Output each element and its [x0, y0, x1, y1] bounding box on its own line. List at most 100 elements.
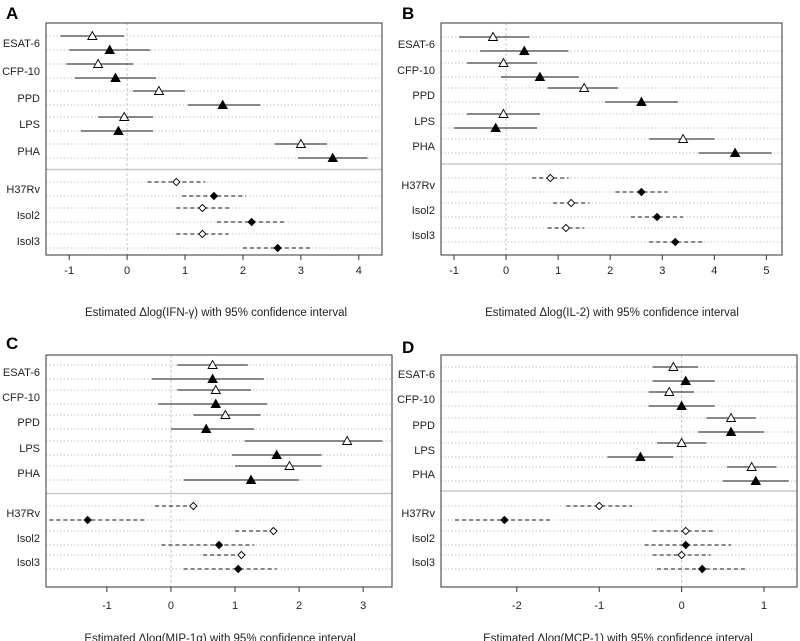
- point-open-triangle: [284, 460, 295, 470]
- point-open-diamond: [198, 203, 207, 213]
- point-filled-diamond: [214, 540, 224, 550]
- row-label: Isol2: [17, 210, 40, 222]
- x-tick-label: 1: [232, 600, 238, 612]
- point-open-diamond: [566, 198, 576, 208]
- point-filled-diamond: [500, 515, 509, 525]
- point-open-triangle: [207, 359, 218, 369]
- point-filled-diamond: [637, 187, 646, 197]
- x-tick-label: 1: [182, 265, 188, 277]
- point-open-triangle: [210, 384, 222, 394]
- point-filled-triangle: [534, 71, 546, 81]
- point-filled-diamond: [681, 540, 690, 550]
- point-filled-triangle: [210, 398, 222, 408]
- point-open-diamond: [594, 501, 604, 511]
- row-label: Isol2: [412, 533, 435, 545]
- row-label: PHA: [412, 141, 435, 153]
- plot-frame: [440, 22, 783, 256]
- point-filled-diamond: [273, 243, 282, 253]
- point-filled-triangle: [635, 451, 646, 461]
- point-filled-triangle: [200, 423, 212, 433]
- x-tick-label: 4: [711, 265, 717, 277]
- row-label: LPS: [19, 443, 40, 455]
- point-open-triangle: [676, 437, 687, 447]
- x-tick-label: 3: [659, 265, 665, 277]
- point-open-diamond: [546, 173, 555, 183]
- row-label: CFP-10: [397, 394, 435, 406]
- point-filled-diamond: [697, 564, 707, 574]
- point-open-triangle: [498, 108, 509, 118]
- point-filled-triangle: [519, 45, 530, 55]
- row-label: H37Rv: [401, 180, 435, 192]
- x-tick-label: 0: [679, 600, 685, 612]
- row-label: ESAT-6: [398, 39, 435, 51]
- point-filled-triangle: [104, 44, 115, 54]
- point-filled-triangle: [207, 373, 218, 383]
- row-label: LPS: [414, 116, 435, 128]
- row-label: CFP-10: [397, 65, 435, 77]
- panel-label-c: C: [6, 334, 18, 353]
- row-label: CFP-10: [2, 66, 40, 78]
- panel-b: ESAT-6 CFP-10 PPD LPS PHA H37Rv Isol2 Isol3 -1 0 1…: [397, 22, 783, 319]
- point-filled-triangle: [729, 147, 741, 157]
- point-open-triangle: [677, 133, 689, 143]
- point-open-triangle: [87, 30, 98, 40]
- row-label: Isol3: [412, 230, 435, 242]
- panel-label-b: B: [402, 4, 414, 23]
- point-filled-triangle: [725, 426, 737, 436]
- point-filled-triangle: [327, 152, 339, 162]
- point-filled-diamond: [83, 515, 92, 525]
- row-label: H37Rv: [6, 184, 40, 196]
- point-open-triangle: [118, 111, 130, 121]
- x-tick-label: 1: [761, 600, 767, 612]
- panel-label-a: A: [6, 4, 18, 23]
- x-tick-label: 3: [298, 265, 304, 277]
- point-filled-triangle: [245, 474, 257, 484]
- point-open-triangle: [295, 138, 307, 148]
- x-axis-title: Estimated Δlog(MCP-1) with 95% confidenc…: [483, 633, 753, 641]
- row-label: PHA: [412, 469, 435, 481]
- point-filled-triangle: [113, 125, 124, 135]
- point-filled-diamond: [233, 564, 243, 574]
- x-tick-label: 1: [555, 265, 561, 277]
- point-open-triangle: [92, 58, 104, 68]
- point-filled-diamond: [671, 237, 680, 247]
- row-label: Isol3: [412, 557, 435, 569]
- x-axis-title: Estimated Δlog(MIP-1α) with 95% confiden…: [84, 633, 355, 641]
- row-label: Isol3: [17, 557, 40, 569]
- point-filled-triangle: [636, 96, 647, 106]
- row-label: CFP-10: [2, 392, 40, 404]
- point-open-triangle: [725, 412, 737, 422]
- plot-frame: [45, 22, 383, 256]
- row-label: LPS: [19, 119, 40, 131]
- x-tick-label: 5: [763, 265, 769, 277]
- row-label: PPD: [412, 90, 435, 102]
- point-open-triangle: [341, 435, 353, 445]
- row-label: PHA: [17, 468, 40, 480]
- plot-frame: [45, 354, 393, 588]
- point-open-triangle: [220, 409, 231, 419]
- point-open-triangle: [578, 82, 590, 92]
- point-open-triangle: [746, 461, 757, 471]
- x-tick-label: 4: [356, 265, 362, 277]
- point-filled-triangle: [271, 449, 282, 459]
- row-label: H37Rv: [401, 508, 435, 520]
- point-open-diamond: [198, 229, 207, 239]
- point-open-triangle: [153, 85, 165, 95]
- x-tick-label: -1: [449, 265, 459, 277]
- point-open-diamond: [677, 550, 686, 560]
- point-open-triangle: [487, 31, 499, 41]
- point-open-diamond: [237, 550, 246, 560]
- panel-a: ESAT-6 CFP-10 PPD LPS PHA H37Rv Isol2 Isol3 -1 0 1…: [2, 22, 383, 319]
- point-open-triangle: [498, 57, 509, 67]
- x-tick-label: -1: [102, 600, 112, 612]
- panel-d: ESAT-6 CFP-10 PPD LPS PHA H37Rv Isol2 Isol3 -2 -1…: [397, 354, 798, 641]
- point-open-diamond: [561, 223, 571, 233]
- point-filled-triangle: [750, 475, 762, 485]
- point-filled-diamond: [247, 217, 256, 227]
- point-filled-diamond: [209, 191, 219, 201]
- point-filled-triangle: [490, 122, 501, 132]
- x-tick-label: 3: [360, 600, 366, 612]
- panel-label-d: D: [402, 338, 414, 357]
- row-label: ESAT-6: [398, 369, 435, 381]
- row-label: H37Rv: [6, 508, 40, 520]
